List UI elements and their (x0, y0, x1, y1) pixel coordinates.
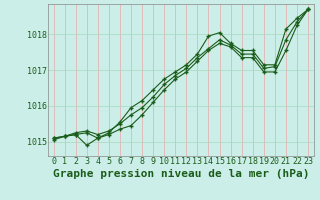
X-axis label: Graphe pression niveau de la mer (hPa): Graphe pression niveau de la mer (hPa) (52, 169, 309, 179)
